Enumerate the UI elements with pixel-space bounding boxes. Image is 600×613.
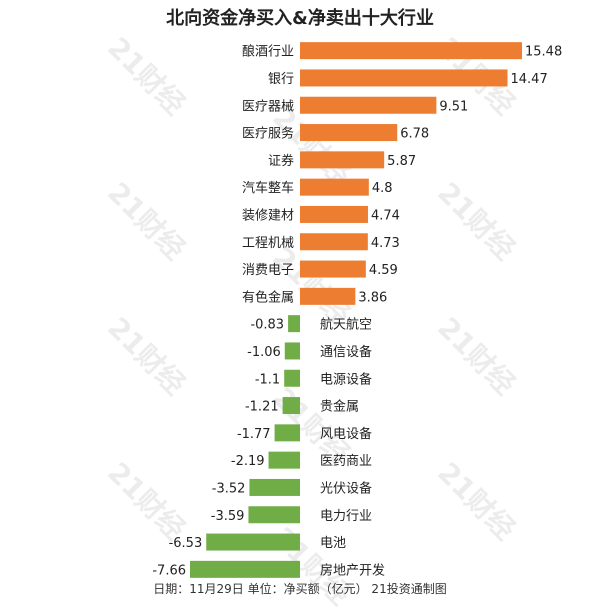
bar-positive bbox=[300, 260, 366, 278]
bar-positive bbox=[300, 233, 368, 251]
chart-title: 北向资金净买入&净卖出十大行业 bbox=[166, 8, 434, 29]
category-label: 通信设备 bbox=[320, 344, 372, 360]
bar-negative bbox=[284, 342, 300, 360]
category-label: 电力行业 bbox=[320, 509, 372, 524]
bar-positive bbox=[300, 205, 368, 223]
bar-negative bbox=[284, 369, 300, 387]
category-label: 银行 bbox=[268, 72, 294, 87]
value-label: 9.51 bbox=[439, 99, 468, 114]
bar-negative bbox=[274, 424, 300, 442]
value-label: 4.8 bbox=[372, 181, 393, 196]
value-label: 5.87 bbox=[387, 154, 416, 169]
value-label: 15.48 bbox=[525, 45, 562, 60]
value-label: -6.53 bbox=[169, 536, 203, 551]
category-label: 装修建材 bbox=[242, 208, 294, 223]
category-label: 酿酒行业 bbox=[242, 44, 294, 60]
category-label: 房地产开发 bbox=[320, 562, 385, 578]
category-label: 工程机械 bbox=[242, 236, 294, 251]
chart-footer: 日期：11月29日 单位：净买额（亿元） 21投资通制图 bbox=[153, 582, 447, 596]
value-label: 14.47 bbox=[511, 72, 548, 87]
bar-negative bbox=[206, 533, 300, 551]
value-label: 4.59 bbox=[369, 263, 398, 278]
value-label: -3.52 bbox=[212, 481, 246, 496]
value-label: -7.66 bbox=[152, 563, 186, 578]
category-label: 医疗服务 bbox=[242, 126, 294, 142]
value-label: 4.74 bbox=[371, 208, 400, 223]
bar-negative bbox=[282, 397, 300, 415]
bar-positive bbox=[300, 287, 356, 305]
category-label: 消费电子 bbox=[242, 263, 294, 278]
value-label: -1.21 bbox=[245, 400, 279, 415]
value-label: 6.78 bbox=[400, 127, 429, 142]
value-label: -1.06 bbox=[247, 345, 281, 360]
value-label: -0.83 bbox=[250, 318, 284, 333]
category-label: 光伏设备 bbox=[320, 480, 372, 496]
value-label: -2.19 bbox=[231, 454, 265, 469]
bar-positive bbox=[300, 96, 437, 114]
value-label: -3.59 bbox=[211, 509, 245, 524]
bar-positive bbox=[300, 42, 522, 60]
value-label: 4.73 bbox=[371, 236, 400, 251]
value-label: -1.1 bbox=[255, 372, 280, 387]
value-label: -1.77 bbox=[237, 427, 271, 442]
category-label: 贵金属 bbox=[320, 399, 359, 415]
category-label: 医疗器械 bbox=[242, 99, 294, 114]
value-label: 3.86 bbox=[358, 290, 387, 305]
bar-negative bbox=[268, 451, 300, 469]
category-label: 风电设备 bbox=[320, 426, 372, 442]
category-label: 医药商业 bbox=[320, 454, 372, 469]
bar-positive bbox=[300, 69, 508, 87]
category-label: 证券 bbox=[268, 153, 294, 169]
bar-chart: 15.48 酿酒行业 14.47 银行 9.51 医疗器械 6.78 医疗服务 5.87 证券 4.… bbox=[152, 42, 562, 578]
bar-negative bbox=[248, 506, 300, 524]
category-label: 有色金属 bbox=[242, 289, 294, 305]
category-label: 电池 bbox=[320, 536, 346, 551]
bar-negative bbox=[288, 315, 300, 333]
bar-positive bbox=[300, 124, 398, 142]
bar-negative bbox=[190, 560, 300, 578]
category-label: 电源设备 bbox=[320, 371, 372, 387]
category-label: 汽车整车 bbox=[242, 180, 294, 196]
bar-negative bbox=[249, 478, 300, 496]
category-label: 航天航空 bbox=[320, 317, 372, 333]
bar-positive bbox=[300, 151, 385, 169]
bar-positive bbox=[300, 178, 369, 196]
